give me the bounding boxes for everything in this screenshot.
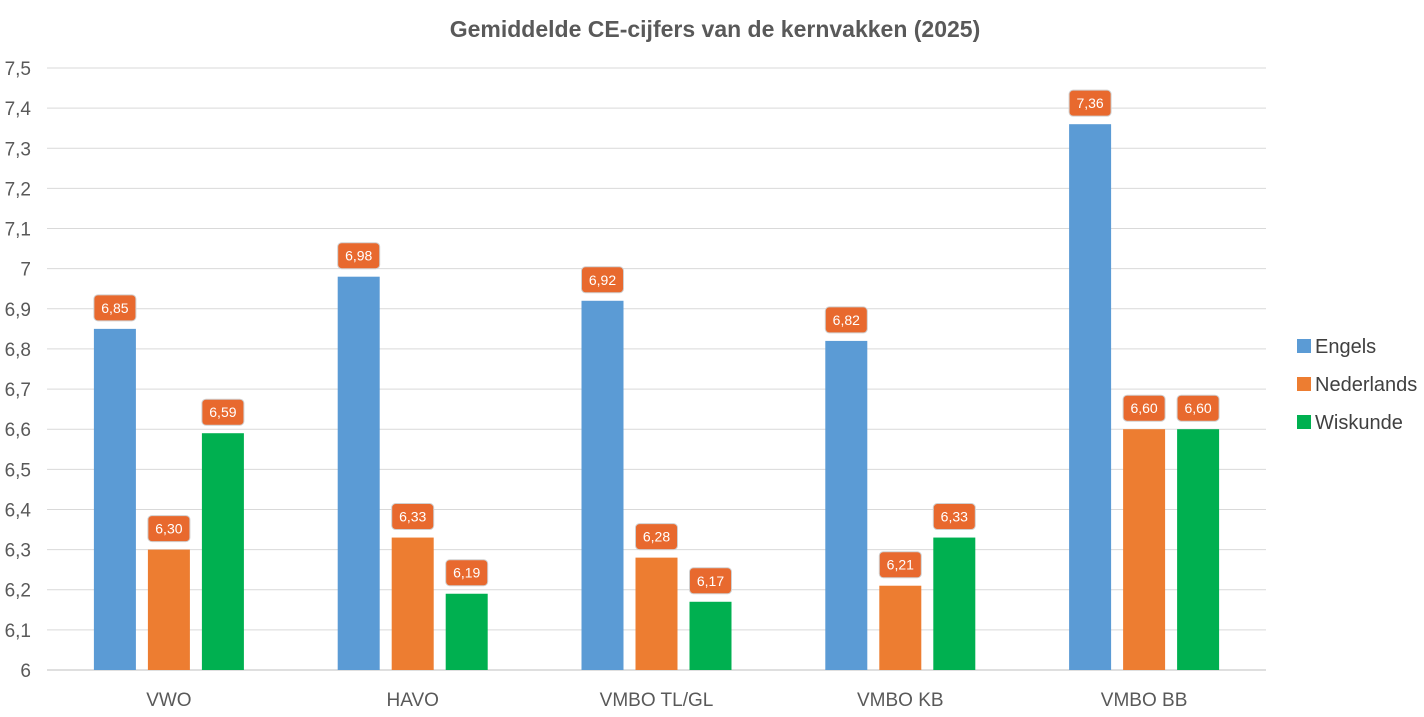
data-label: 6,28 [643,529,670,545]
data-label: 6,30 [155,521,182,537]
data-label: 6,17 [697,573,724,589]
y-tick-label: 6,3 [5,541,31,562]
data-label: 6,92 [589,272,616,288]
data-label: 6,98 [345,248,372,264]
x-tick-label: VMBO KB [857,690,944,711]
data-label-box [337,242,381,270]
bar-engels [825,340,868,670]
data-labels: 6,85 6,30 6,59 6,98 6,33 6,19 6,92 6,28 6,17 6,82… [93,89,1220,595]
bar-engels [93,328,136,670]
data-label: 6,21 [887,557,914,573]
bar-engels [337,276,380,670]
y-tick-label: 7,4 [5,99,32,120]
bar-nederlands [879,585,922,670]
data-label-box [689,567,732,595]
bar-engels [581,300,624,670]
x-tick-label: VWO [146,690,191,711]
y-tick-label: 7 [20,260,31,281]
bars [93,124,1220,671]
data-label: 6,82 [833,312,860,328]
y-tick-label: 6,8 [5,340,31,361]
data-label: 6,85 [101,300,128,316]
y-tick-label: 6,4 [5,500,32,521]
bar-wiskunde [201,433,244,670]
data-label-box [201,398,245,426]
bar-engels [1069,124,1112,671]
y-tick-label: 6,9 [5,300,31,321]
x-tick-label: HAVO [386,690,438,711]
bar-wiskunde [1177,429,1220,670]
y-tick-label: 6 [20,661,31,682]
data-label: 6,60 [1184,400,1211,416]
legend: Engels Nederlands Wiskunde [1297,336,1417,434]
data-label-box [824,306,868,334]
y-tick-label: 6,7 [5,380,31,401]
data-label: 6,33 [399,509,426,525]
y-tick-label: 7,3 [5,139,31,160]
data-label-box [1122,394,1166,422]
y-tick-label: 7,5 [5,59,31,80]
y-tick-label: 6,6 [5,420,31,441]
legend-swatch-wiskunde [1297,415,1311,429]
y-tick-label: 7,2 [5,179,31,200]
y-tick-label: 6,2 [5,581,31,602]
y-axis: 6 6,1 6,2 6,3 6,4 6,5 6,6 6,7 6,8 6,9 7 7,1 7,2 7,3 7,… [5,59,32,682]
data-label: 7,36 [1076,95,1103,111]
data-label-box [445,559,489,587]
legend-label: Wiskunde [1315,412,1403,434]
data-label: 6,60 [1130,400,1157,416]
legend-swatch-engels [1297,339,1311,353]
y-tick-label: 7,1 [5,220,31,241]
data-label-box [932,503,976,531]
data-label: 6,59 [209,404,236,420]
bar-nederlands [1123,429,1166,670]
bar-nederlands [391,537,434,670]
data-label-box [391,503,435,531]
bar-wiskunde [689,601,732,670]
legend-label: Engels [1315,336,1376,358]
bar-wiskunde [445,593,488,670]
x-tick-label: VMBO TL/GL [600,690,714,711]
data-label: 6,33 [941,509,968,525]
data-label-box [93,294,137,322]
legend-swatch-nederlands [1297,377,1311,391]
data-label-box [635,523,678,551]
x-axis: VWO HAVO VMBO TL/GL VMBO KB VMBO BB [146,690,1187,711]
y-tick-label: 6,1 [5,621,31,642]
chart-title: Gemiddelde CE-cijfers van de kernvakken … [450,16,981,42]
legend-label: Nederlands [1315,374,1417,396]
data-label-box [581,266,624,294]
data-label-box [1176,394,1220,422]
gridlines [47,67,1266,671]
bar-nederlands [635,557,678,670]
bar-nederlands [147,549,190,670]
bar-wiskunde [933,537,976,670]
data-label-box [878,551,922,579]
y-tick-label: 6,5 [5,460,31,481]
x-tick-label: VMBO BB [1101,690,1188,711]
data-label-box [1068,89,1112,117]
data-label: 6,19 [453,565,480,581]
data-label-box [147,515,191,543]
